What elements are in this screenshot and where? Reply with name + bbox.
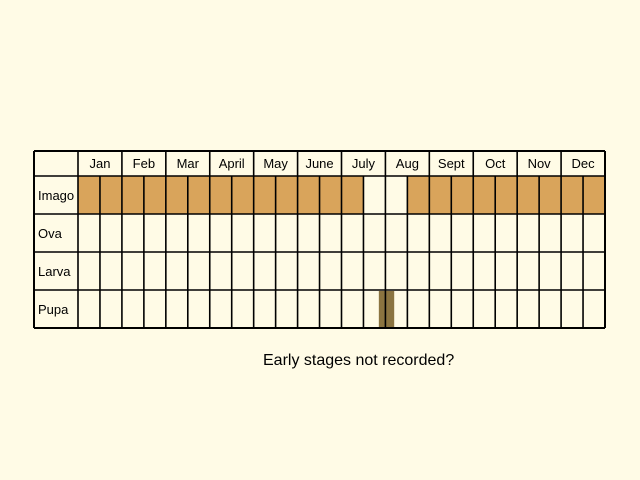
presence-cell — [231, 176, 254, 214]
presence-cell — [209, 176, 232, 214]
presence-cell — [583, 176, 605, 214]
presence-cell — [143, 176, 166, 214]
month-label: Oct — [485, 156, 506, 171]
presence-cell — [187, 176, 210, 214]
stage-label: Imago — [38, 188, 74, 203]
presence-cell — [297, 176, 320, 214]
month-label: Sept — [438, 156, 465, 171]
month-label: April — [219, 156, 245, 171]
presence-cell — [319, 176, 342, 214]
presence-cell — [473, 176, 496, 214]
presence-cell — [78, 176, 100, 214]
month-label: Nov — [528, 156, 552, 171]
presence-cell — [407, 176, 430, 214]
presence-cell — [539, 176, 562, 214]
presence-cell — [561, 176, 584, 214]
stage-label: Ova — [38, 226, 63, 241]
presence-cell — [275, 176, 298, 214]
month-label: Dec — [571, 156, 595, 171]
month-label: June — [305, 156, 333, 171]
presence-cell — [341, 176, 364, 214]
presence-cell — [121, 176, 144, 214]
stage-label: Pupa — [38, 302, 69, 317]
month-label: Mar — [177, 156, 200, 171]
presence-cell — [165, 176, 188, 214]
stage-label: Larva — [38, 264, 71, 279]
presence-cell — [517, 176, 540, 214]
presence-cell — [253, 176, 276, 214]
month-label: Aug — [396, 156, 419, 171]
month-label: Jan — [89, 156, 110, 171]
pupa-bar — [378, 291, 395, 327]
presence-cell — [451, 176, 474, 214]
presence-cell — [99, 176, 122, 214]
month-label: Feb — [133, 156, 155, 171]
note-text: Early stages not recorded? — [263, 352, 455, 369]
presence-cell — [429, 176, 452, 214]
month-label: July — [352, 156, 376, 171]
presence-cell — [495, 176, 518, 214]
month-label: May — [263, 156, 288, 171]
